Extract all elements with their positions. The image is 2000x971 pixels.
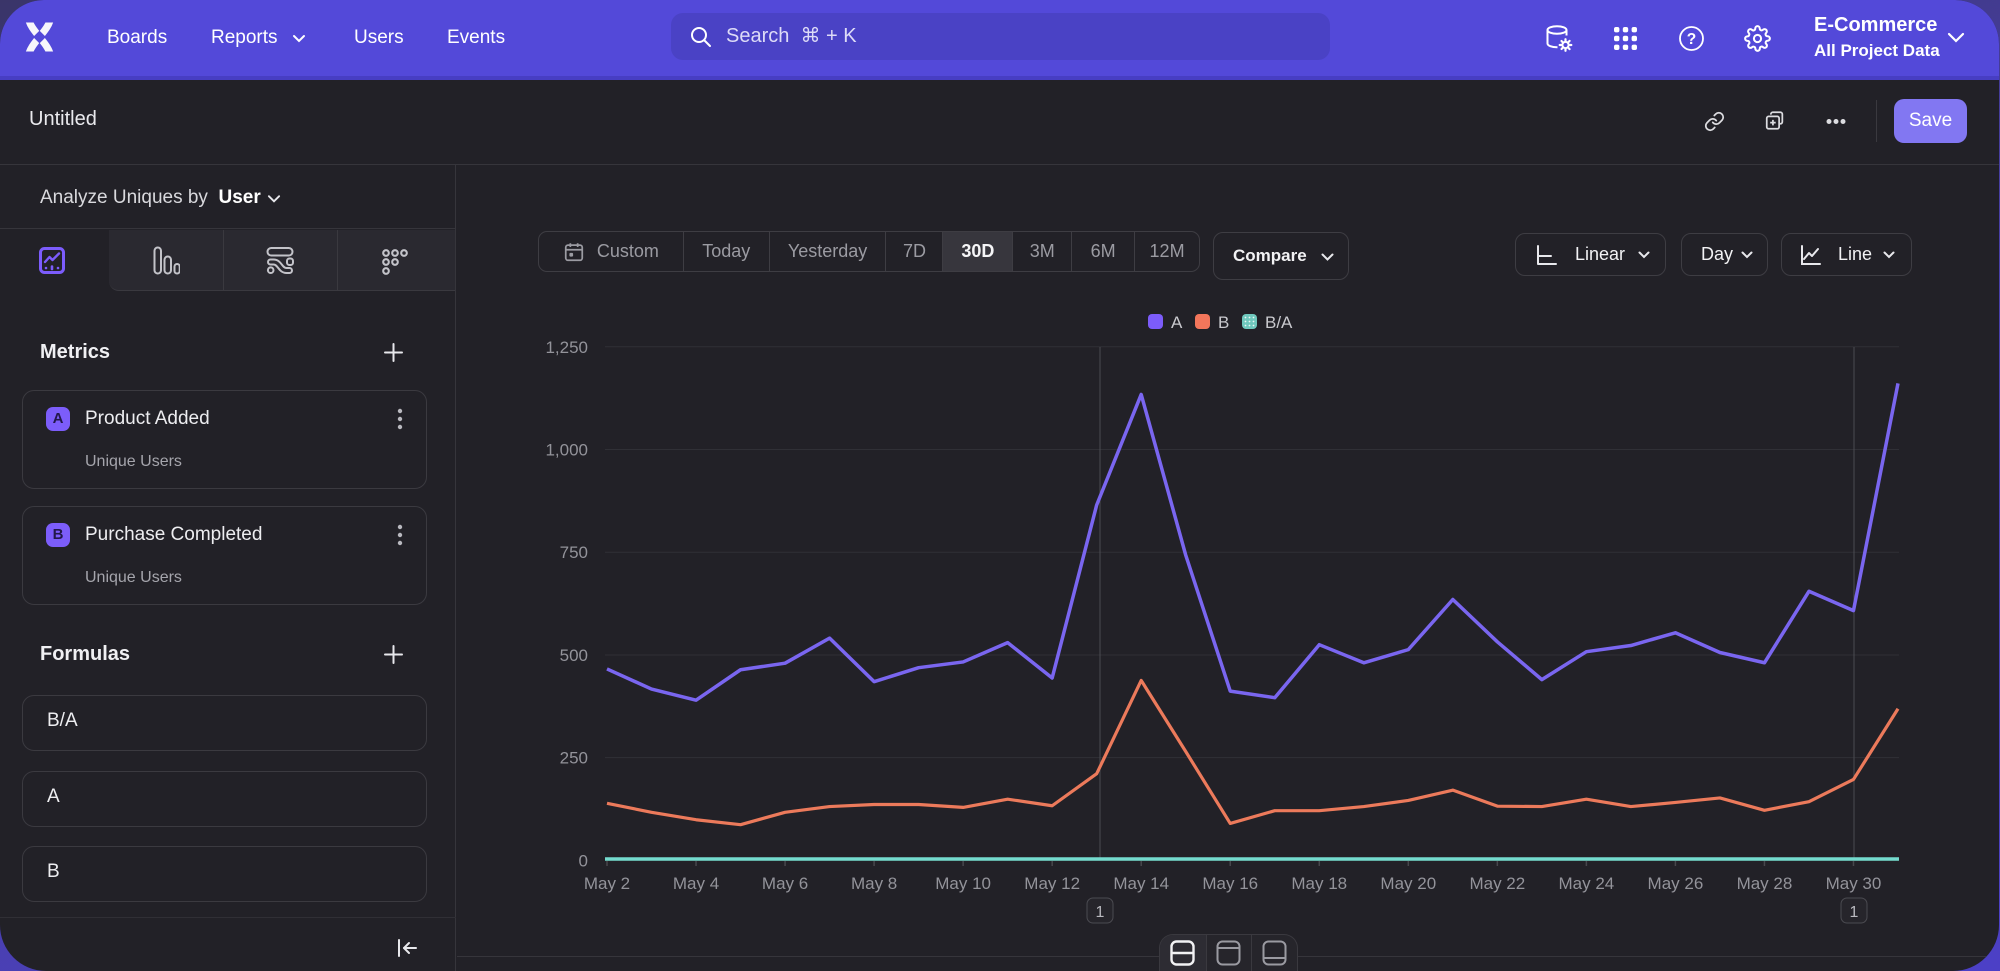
svg-text:0: 0: [579, 851, 588, 870]
svg-text:May 24: May 24: [1558, 874, 1614, 893]
svg-text:250: 250: [560, 749, 588, 768]
svg-text:May 16: May 16: [1202, 874, 1258, 893]
svg-text:1: 1: [1850, 904, 1859, 921]
svg-text:1: 1: [1096, 904, 1105, 921]
svg-text:May 4: May 4: [673, 874, 719, 893]
svg-text:May 8: May 8: [851, 874, 897, 893]
svg-text:750: 750: [560, 543, 588, 562]
svg-text:B: B: [1218, 313, 1229, 332]
svg-text:B/A: B/A: [1265, 313, 1293, 332]
svg-text:May 22: May 22: [1469, 874, 1525, 893]
svg-text:May 26: May 26: [1648, 874, 1704, 893]
svg-text:A: A: [1171, 313, 1183, 332]
svg-text:May 28: May 28: [1737, 874, 1793, 893]
svg-text:1,000: 1,000: [545, 441, 588, 460]
svg-text:1,250: 1,250: [545, 338, 588, 357]
svg-text:May 2: May 2: [584, 874, 630, 893]
svg-text:May 6: May 6: [762, 874, 808, 893]
svg-text:May 20: May 20: [1380, 874, 1436, 893]
svg-text:May 14: May 14: [1113, 874, 1169, 893]
svg-text:May 12: May 12: [1024, 874, 1080, 893]
svg-text:?: ?: [1687, 31, 1696, 48]
svg-text:May 18: May 18: [1291, 874, 1347, 893]
svg-text:May 30: May 30: [1826, 874, 1882, 893]
svg-text:May 10: May 10: [935, 874, 991, 893]
svg-text:500: 500: [560, 646, 588, 665]
